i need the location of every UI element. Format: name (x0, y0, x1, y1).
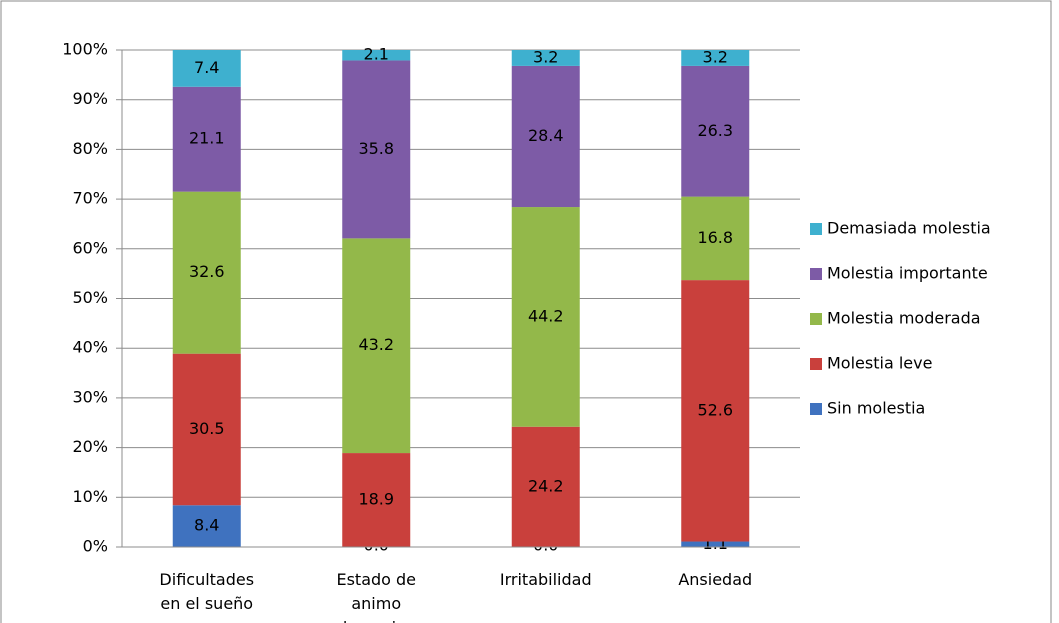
data-label: 24.2 (528, 476, 564, 495)
label-line: Dificultades (159, 570, 254, 589)
bar-segment (342, 50, 411, 61)
data-label: 44.2 (528, 306, 564, 325)
bar-segment (172, 50, 241, 87)
label-line: depresivo (337, 618, 415, 623)
data-label: 16.8 (697, 228, 733, 247)
data-label: 35.8 (358, 139, 394, 158)
label-line: Ansiedad (678, 570, 752, 589)
bar-segment (681, 50, 750, 66)
legend-label: Molestia importante (827, 264, 988, 283)
legend-swatch (810, 268, 822, 280)
bar-segment (511, 426, 580, 547)
legend-label: Sin molestia (827, 399, 925, 418)
data-label: 26.3 (697, 121, 733, 140)
x-tick-label: Estado de animo depresivo (336, 570, 416, 623)
bar-segment (681, 541, 750, 547)
data-label: 28.4 (528, 126, 564, 145)
data-label: 43.2 (358, 335, 394, 354)
data-label: 18.9 (358, 490, 394, 509)
legend-label: Molestia moderada (827, 309, 981, 328)
label-line: en el sueño (160, 594, 253, 613)
y-tick-label: 60% (72, 238, 108, 257)
data-label: 8.4 (194, 516, 219, 535)
bar-segment (511, 65, 580, 208)
y-tick-label: 80% (72, 139, 108, 158)
label-line: Irritabilidad (500, 570, 592, 589)
data-label: 2.1 (364, 45, 389, 64)
data-label: 7.4 (194, 58, 219, 77)
bar-segment (172, 86, 241, 192)
data-label: 52.6 (697, 400, 733, 419)
bar-segment (172, 353, 241, 506)
bar-segment (681, 196, 750, 281)
legend-swatch (810, 223, 822, 235)
label-line: Estado de (336, 570, 416, 589)
bar-segment (342, 453, 411, 547)
data-label: 32.6 (189, 262, 225, 281)
legend-swatch (810, 403, 822, 415)
y-tick-label: 20% (72, 437, 108, 456)
bar-segment (342, 238, 411, 454)
bar-segment (681, 280, 750, 542)
x-tick-label: Irritabilidad (500, 570, 592, 589)
data-label: 21.1 (189, 129, 225, 148)
bar-segment (172, 191, 241, 354)
bar-segment (342, 60, 411, 239)
y-tick-label: 70% (72, 189, 108, 208)
legend-swatch (810, 358, 822, 370)
legend-swatch (810, 313, 822, 325)
x-tick-label: Ansiedad (678, 570, 752, 589)
legend-label: Demasiada molestia (827, 219, 991, 238)
x-tick-label: Dificultades en el sueño (159, 570, 254, 613)
legend-label: Molestia leve (827, 354, 932, 373)
bar-segment (172, 505, 241, 547)
data-label: 3.2 (703, 47, 728, 66)
y-tick-label: 30% (72, 387, 108, 406)
data-label: 3.2 (533, 47, 558, 66)
data-label: 30.5 (189, 419, 225, 438)
bar-segment (511, 207, 580, 427)
y-tick-label: 0% (83, 537, 108, 556)
y-tick-label: 90% (72, 89, 108, 108)
bar-segment (511, 50, 580, 66)
y-tick-label: 40% (72, 338, 108, 357)
y-tick-label: 100% (62, 40, 108, 59)
bar-segment (681, 65, 750, 197)
label-line: animo (351, 594, 401, 613)
y-tick-label: 50% (72, 288, 108, 307)
y-tick-label: 10% (72, 487, 108, 506)
